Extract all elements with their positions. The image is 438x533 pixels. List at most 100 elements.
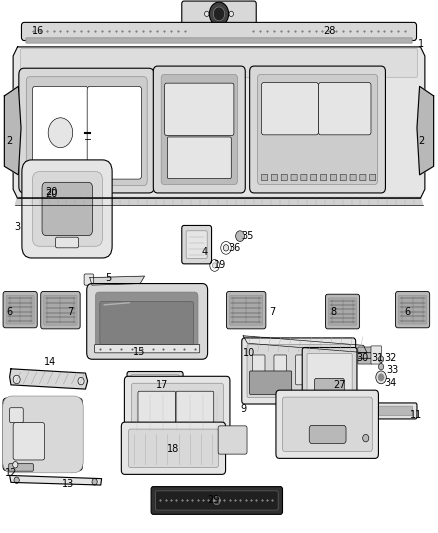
FancyBboxPatch shape [330, 174, 336, 181]
Text: 10: 10 [243, 348, 255, 358]
Text: 8: 8 [331, 307, 337, 317]
Text: 19: 19 [214, 261, 226, 270]
Text: 34: 34 [385, 378, 397, 387]
FancyBboxPatch shape [307, 353, 352, 398]
FancyBboxPatch shape [230, 295, 263, 325]
FancyBboxPatch shape [358, 347, 372, 352]
Polygon shape [243, 336, 367, 353]
FancyBboxPatch shape [84, 274, 94, 285]
FancyBboxPatch shape [44, 295, 77, 325]
FancyBboxPatch shape [339, 355, 352, 385]
FancyBboxPatch shape [283, 397, 372, 451]
Circle shape [78, 377, 84, 385]
FancyBboxPatch shape [276, 390, 378, 458]
FancyBboxPatch shape [182, 225, 212, 264]
Text: 32: 32 [385, 353, 397, 363]
Polygon shape [15, 197, 423, 205]
FancyBboxPatch shape [242, 338, 356, 404]
FancyBboxPatch shape [127, 372, 183, 393]
FancyBboxPatch shape [328, 298, 357, 325]
Circle shape [223, 245, 229, 251]
Text: 16: 16 [32, 26, 45, 36]
Circle shape [213, 496, 220, 505]
FancyBboxPatch shape [250, 371, 292, 394]
FancyBboxPatch shape [250, 66, 385, 193]
FancyBboxPatch shape [121, 422, 226, 474]
FancyBboxPatch shape [167, 137, 231, 179]
FancyBboxPatch shape [138, 391, 176, 429]
FancyBboxPatch shape [281, 174, 287, 181]
Circle shape [209, 2, 229, 26]
Polygon shape [417, 86, 434, 175]
FancyBboxPatch shape [291, 174, 297, 181]
Circle shape [205, 11, 209, 17]
FancyBboxPatch shape [87, 86, 141, 179]
Text: 12: 12 [5, 469, 17, 478]
FancyBboxPatch shape [371, 403, 417, 419]
FancyBboxPatch shape [50, 169, 56, 175]
Text: 18: 18 [167, 444, 179, 454]
FancyBboxPatch shape [182, 1, 256, 27]
FancyBboxPatch shape [22, 160, 112, 258]
Text: 2: 2 [7, 136, 13, 146]
Circle shape [378, 364, 384, 370]
FancyBboxPatch shape [38, 169, 43, 175]
FancyBboxPatch shape [21, 49, 417, 77]
FancyBboxPatch shape [274, 355, 286, 385]
FancyBboxPatch shape [296, 355, 308, 385]
FancyBboxPatch shape [261, 174, 268, 181]
FancyBboxPatch shape [360, 174, 366, 181]
Text: 17: 17 [156, 380, 168, 390]
Text: 27: 27 [333, 380, 346, 390]
FancyBboxPatch shape [161, 75, 237, 184]
FancyBboxPatch shape [42, 182, 92, 236]
FancyBboxPatch shape [317, 355, 330, 385]
FancyBboxPatch shape [95, 344, 200, 353]
Text: 7: 7 [67, 307, 73, 317]
FancyBboxPatch shape [13, 423, 45, 460]
FancyBboxPatch shape [131, 375, 179, 390]
Text: 14: 14 [44, 358, 57, 367]
Circle shape [14, 477, 19, 483]
Text: 13: 13 [62, 479, 74, 489]
FancyBboxPatch shape [311, 174, 317, 181]
Text: 29: 29 [208, 495, 220, 505]
Circle shape [13, 462, 18, 468]
Text: 20: 20 [46, 187, 58, 197]
Text: 9: 9 [240, 405, 246, 414]
Polygon shape [10, 475, 102, 485]
FancyBboxPatch shape [301, 174, 307, 181]
Circle shape [378, 356, 384, 362]
Circle shape [212, 263, 217, 268]
FancyBboxPatch shape [218, 426, 247, 454]
FancyBboxPatch shape [3, 398, 82, 471]
FancyBboxPatch shape [57, 169, 62, 175]
Circle shape [236, 231, 244, 241]
FancyBboxPatch shape [371, 346, 381, 364]
FancyBboxPatch shape [247, 344, 350, 398]
FancyBboxPatch shape [370, 174, 376, 181]
FancyBboxPatch shape [124, 376, 230, 442]
FancyBboxPatch shape [271, 174, 277, 181]
FancyBboxPatch shape [314, 378, 344, 392]
Text: 5: 5 [106, 273, 112, 283]
FancyBboxPatch shape [3, 292, 37, 328]
Polygon shape [10, 369, 88, 389]
Text: 28: 28 [323, 26, 336, 36]
FancyBboxPatch shape [100, 302, 194, 344]
Circle shape [378, 374, 384, 381]
FancyBboxPatch shape [325, 294, 360, 329]
Text: 2: 2 [418, 136, 424, 146]
FancyBboxPatch shape [44, 169, 49, 175]
FancyBboxPatch shape [258, 75, 378, 184]
FancyBboxPatch shape [350, 174, 356, 181]
FancyBboxPatch shape [165, 83, 234, 135]
FancyBboxPatch shape [41, 292, 80, 329]
Text: 3: 3 [14, 222, 21, 231]
FancyBboxPatch shape [95, 292, 198, 350]
Circle shape [229, 11, 233, 17]
Text: 11: 11 [410, 410, 422, 419]
FancyBboxPatch shape [26, 77, 147, 185]
Circle shape [92, 479, 97, 485]
FancyBboxPatch shape [321, 174, 327, 181]
